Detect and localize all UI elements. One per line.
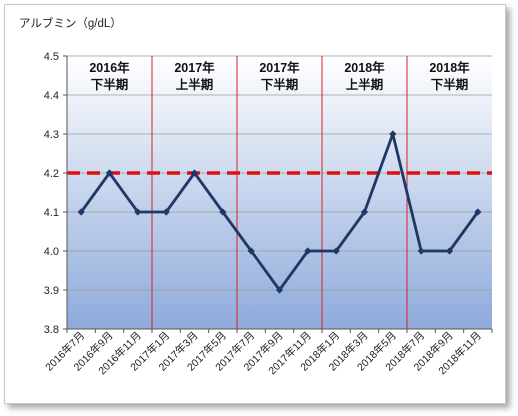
y-tick-label: 4.1 (44, 207, 59, 219)
period-half: 下半期 (431, 77, 469, 92)
albumin-line-chart: アルブミン（g/dL） 2016年下半期2017年上半期2017年下半期2018… (19, 16, 493, 377)
period-half: 上半期 (176, 77, 214, 92)
y-tick-label: 3.8 (44, 324, 59, 336)
y-tick-label: 3.9 (44, 285, 59, 297)
y-tick-labels: 3.8 3.9 4.0 4.1 4.2 4.3 4.4 4.5 (44, 51, 67, 336)
period-year: 2016年 (89, 60, 130, 75)
data-point (247, 247, 255, 255)
data-point (389, 130, 397, 138)
y-tick-label: 4.5 (44, 51, 59, 63)
chart-frame: アルブミン（g/dL） 2016年 下半期 2017年 上半期 2017年 下半期 2018… (4, 4, 506, 404)
period-half: 上半期 (346, 77, 384, 92)
x-tick-labels: 2016年7月2016年9月2016年11月2017年1月2017年3月2017… (43, 329, 484, 377)
data-point (134, 208, 142, 216)
period-half: 下半期 (261, 77, 299, 92)
plot-area (67, 56, 492, 329)
data-point (474, 208, 482, 216)
y-tick-label: 4.3 (44, 129, 59, 141)
period-year: 2017年 (174, 60, 215, 75)
data-point (360, 208, 369, 216)
y-tick-label: 4.2 (44, 168, 59, 180)
data-series (77, 130, 482, 294)
y-axis-title: アルブミン（g/dL） (19, 16, 122, 30)
y-tick-label: 4.4 (44, 90, 59, 102)
data-point (332, 247, 340, 255)
y-tick-label: 4.0 (44, 246, 59, 258)
data-point (304, 247, 312, 255)
data-point (219, 208, 227, 216)
data-point (190, 169, 199, 177)
period-year: 2018年 (344, 60, 385, 75)
data-point (417, 247, 425, 255)
data-point (445, 247, 454, 255)
axes (66, 56, 493, 333)
data-point (275, 286, 284, 294)
data-point (162, 208, 170, 216)
data-point (105, 169, 114, 177)
data-point (77, 208, 85, 216)
period-half: 下半期 (91, 77, 129, 92)
period-year: 2017年 (259, 60, 300, 75)
period-dividers (151, 56, 408, 329)
period-year: 2018年 (429, 60, 470, 75)
